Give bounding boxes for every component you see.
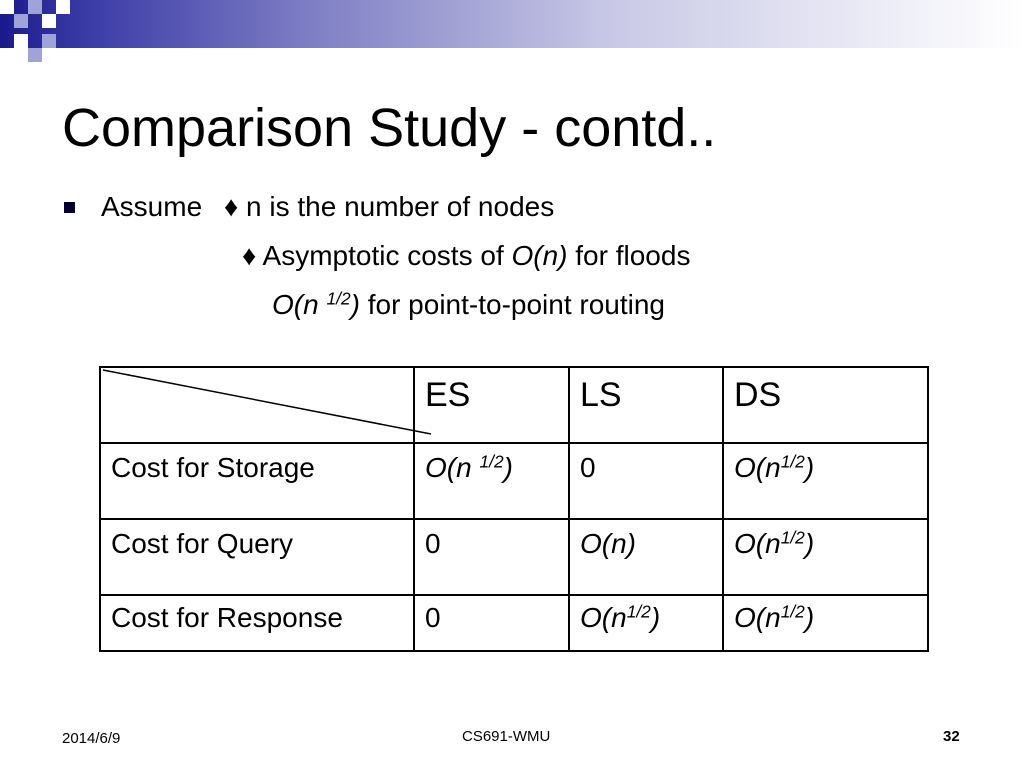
col-header-ds: DS [722, 366, 929, 444]
row-label: Cost for Storage [99, 442, 415, 520]
deco-square [28, 48, 42, 62]
cell-es: 0 [413, 594, 570, 652]
slide-title: Comparison Study - contd.. [62, 98, 717, 158]
p2p-cost-b: ) [350, 289, 360, 320]
footer-date: 2014/6/9 [62, 730, 121, 747]
cell-es: 0 [413, 518, 570, 596]
deco-square [14, 34, 28, 48]
comparison-table: ES LS DS Cost for Storage O(n 1/2) 0 O(n… [99, 366, 929, 652]
assume-label: Assume [101, 191, 203, 222]
deco-square [56, 0, 70, 14]
cell-ds: O(n1/2) [722, 518, 929, 596]
diagonal-line [102, 369, 432, 435]
cell-es: O(n 1/2) [413, 442, 570, 520]
deco-square [14, 14, 28, 28]
cell-ls: O(n) [568, 518, 724, 596]
cell-ds: O(n1/2) [722, 594, 929, 652]
p2p-cost-a: O(n [272, 289, 327, 320]
p2p-cost-post: for point-to-point routing [359, 289, 665, 320]
bullet-line-1: Assume ♦ n is the number of nodes [101, 190, 554, 224]
footer-course: CS691-WMU [462, 728, 551, 745]
table-row: Cost for Storage O(n 1/2) 0 O(n1/2) [99, 442, 929, 520]
table-corner-cell [99, 366, 432, 444]
assumption-costs-post: for floods [567, 240, 691, 271]
bullet-line-3: O(n 1/2) for point-to-point routing [272, 288, 665, 322]
assumption-nodes: n is the number of nodes [246, 191, 555, 222]
cell-ls: 0 [568, 442, 724, 520]
deco-square [42, 34, 56, 48]
row-label: Cost for Response [99, 594, 415, 652]
deco-square [42, 14, 56, 28]
page-number: 32 [943, 728, 960, 745]
row-label: Cost for Query [99, 518, 415, 596]
cell-ds: O(n1/2) [722, 442, 929, 520]
bullet-line-2: ♦ Asymptotic costs of O(n) for floods [242, 239, 690, 273]
diamond-icon: ♦ [223, 191, 239, 222]
deco-square [0, 0, 14, 14]
col-header-es: ES [413, 366, 570, 444]
col-header-ls: LS [568, 366, 724, 444]
table-row: Cost for Query 0 O(n) O(n1/2) [99, 518, 929, 596]
assumption-costs-pre: Asymptotic costs of [262, 240, 512, 271]
diamond-icon: ♦ [242, 240, 257, 271]
assumption-costs-flood: O(n) [511, 240, 568, 271]
p2p-cost-sup: 1/2 [326, 288, 351, 309]
bullet-marker [64, 202, 75, 213]
header-banner [0, 0, 1024, 48]
deco-square [28, 0, 42, 14]
table-header-row: ES LS DS [99, 366, 929, 444]
cell-ls: O(n1/2) [568, 594, 724, 652]
table-row: Cost for Response 0 O(n1/2) O(n1/2) [99, 594, 929, 652]
